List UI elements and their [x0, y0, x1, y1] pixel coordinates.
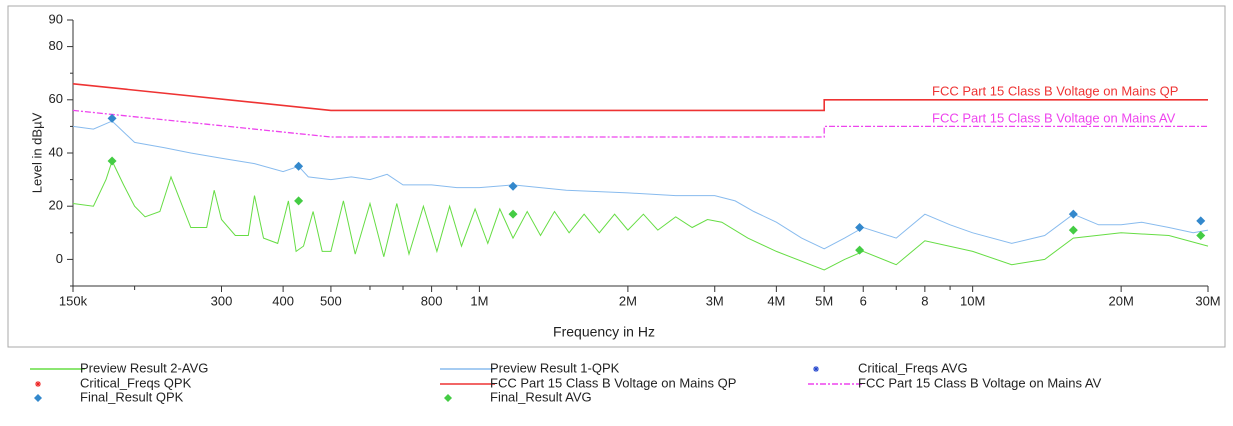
legend-label: Critical_Freqs AVG: [858, 360, 968, 375]
marker: [107, 113, 117, 123]
x-tick-label: 1M: [470, 293, 488, 308]
x-tick-label: 500: [320, 293, 342, 308]
legend-swatch: [34, 394, 42, 402]
x-tick-label: 3M: [706, 293, 724, 308]
x-tick-label: 6: [860, 293, 867, 308]
x-tick-label: 150k: [59, 293, 88, 308]
legend-label: Critical_Freqs QPK: [80, 375, 192, 390]
y-tick-label: 60: [49, 91, 63, 106]
x-tick-label: 30M: [1195, 293, 1220, 308]
legend-swatch: [813, 366, 819, 372]
y-tick-label: 90: [49, 11, 63, 26]
y-tick-label: 20: [49, 198, 63, 213]
legend-label: Preview Result 2-AVG: [80, 360, 208, 375]
y-tick-label: 80: [49, 38, 63, 53]
marker: [855, 222, 865, 232]
x-tick-label: 800: [421, 293, 443, 308]
x-tick-label: 2M: [619, 293, 637, 308]
legend-label: Final_Result QPK: [80, 389, 184, 404]
series-line: [72, 120, 1209, 250]
marker: [1068, 225, 1078, 235]
marker: [294, 161, 304, 171]
legend-label: Final_Result AVG: [490, 389, 592, 404]
y-axis-label: Level in dBµV: [29, 112, 44, 193]
marker: [508, 181, 518, 191]
frame: [7, 5, 1226, 348]
series-line: [72, 109, 1208, 138]
marker: [107, 156, 117, 166]
marker: [294, 196, 304, 206]
series-line: [72, 83, 1208, 112]
legend-label: FCC Part 15 Class B Voltage on Mains AV: [858, 375, 1102, 390]
marker: [1068, 209, 1078, 219]
marker: [1196, 216, 1206, 226]
series-line: [72, 159, 1209, 271]
limit-label: FCC Part 15 Class B Voltage on Mains QP: [932, 83, 1178, 98]
x-tick-label: 8: [921, 293, 928, 308]
x-tick-label: 5M: [815, 293, 833, 308]
legend-label: Preview Result 1-QPK: [490, 360, 620, 375]
legend-swatch: [444, 394, 452, 402]
marker: [508, 209, 518, 219]
limit-label: FCC Part 15 Class B Voltage on Mains AV: [932, 110, 1176, 125]
x-tick-label: 400: [272, 293, 294, 308]
x-tick-label: 4M: [767, 293, 785, 308]
legend-swatch: [35, 381, 41, 387]
y-tick-label: 0: [56, 251, 63, 266]
y-tick-label: 40: [49, 144, 63, 159]
x-tick-label: 20M: [1108, 293, 1133, 308]
marker: [855, 245, 865, 255]
legend-label: FCC Part 15 Class B Voltage on Mains QP: [490, 375, 736, 390]
x-axis-label: Frequency in Hz: [553, 324, 655, 340]
x-tick-label: 300: [211, 293, 233, 308]
x-tick-label: 10M: [960, 293, 985, 308]
marker: [1196, 230, 1206, 240]
